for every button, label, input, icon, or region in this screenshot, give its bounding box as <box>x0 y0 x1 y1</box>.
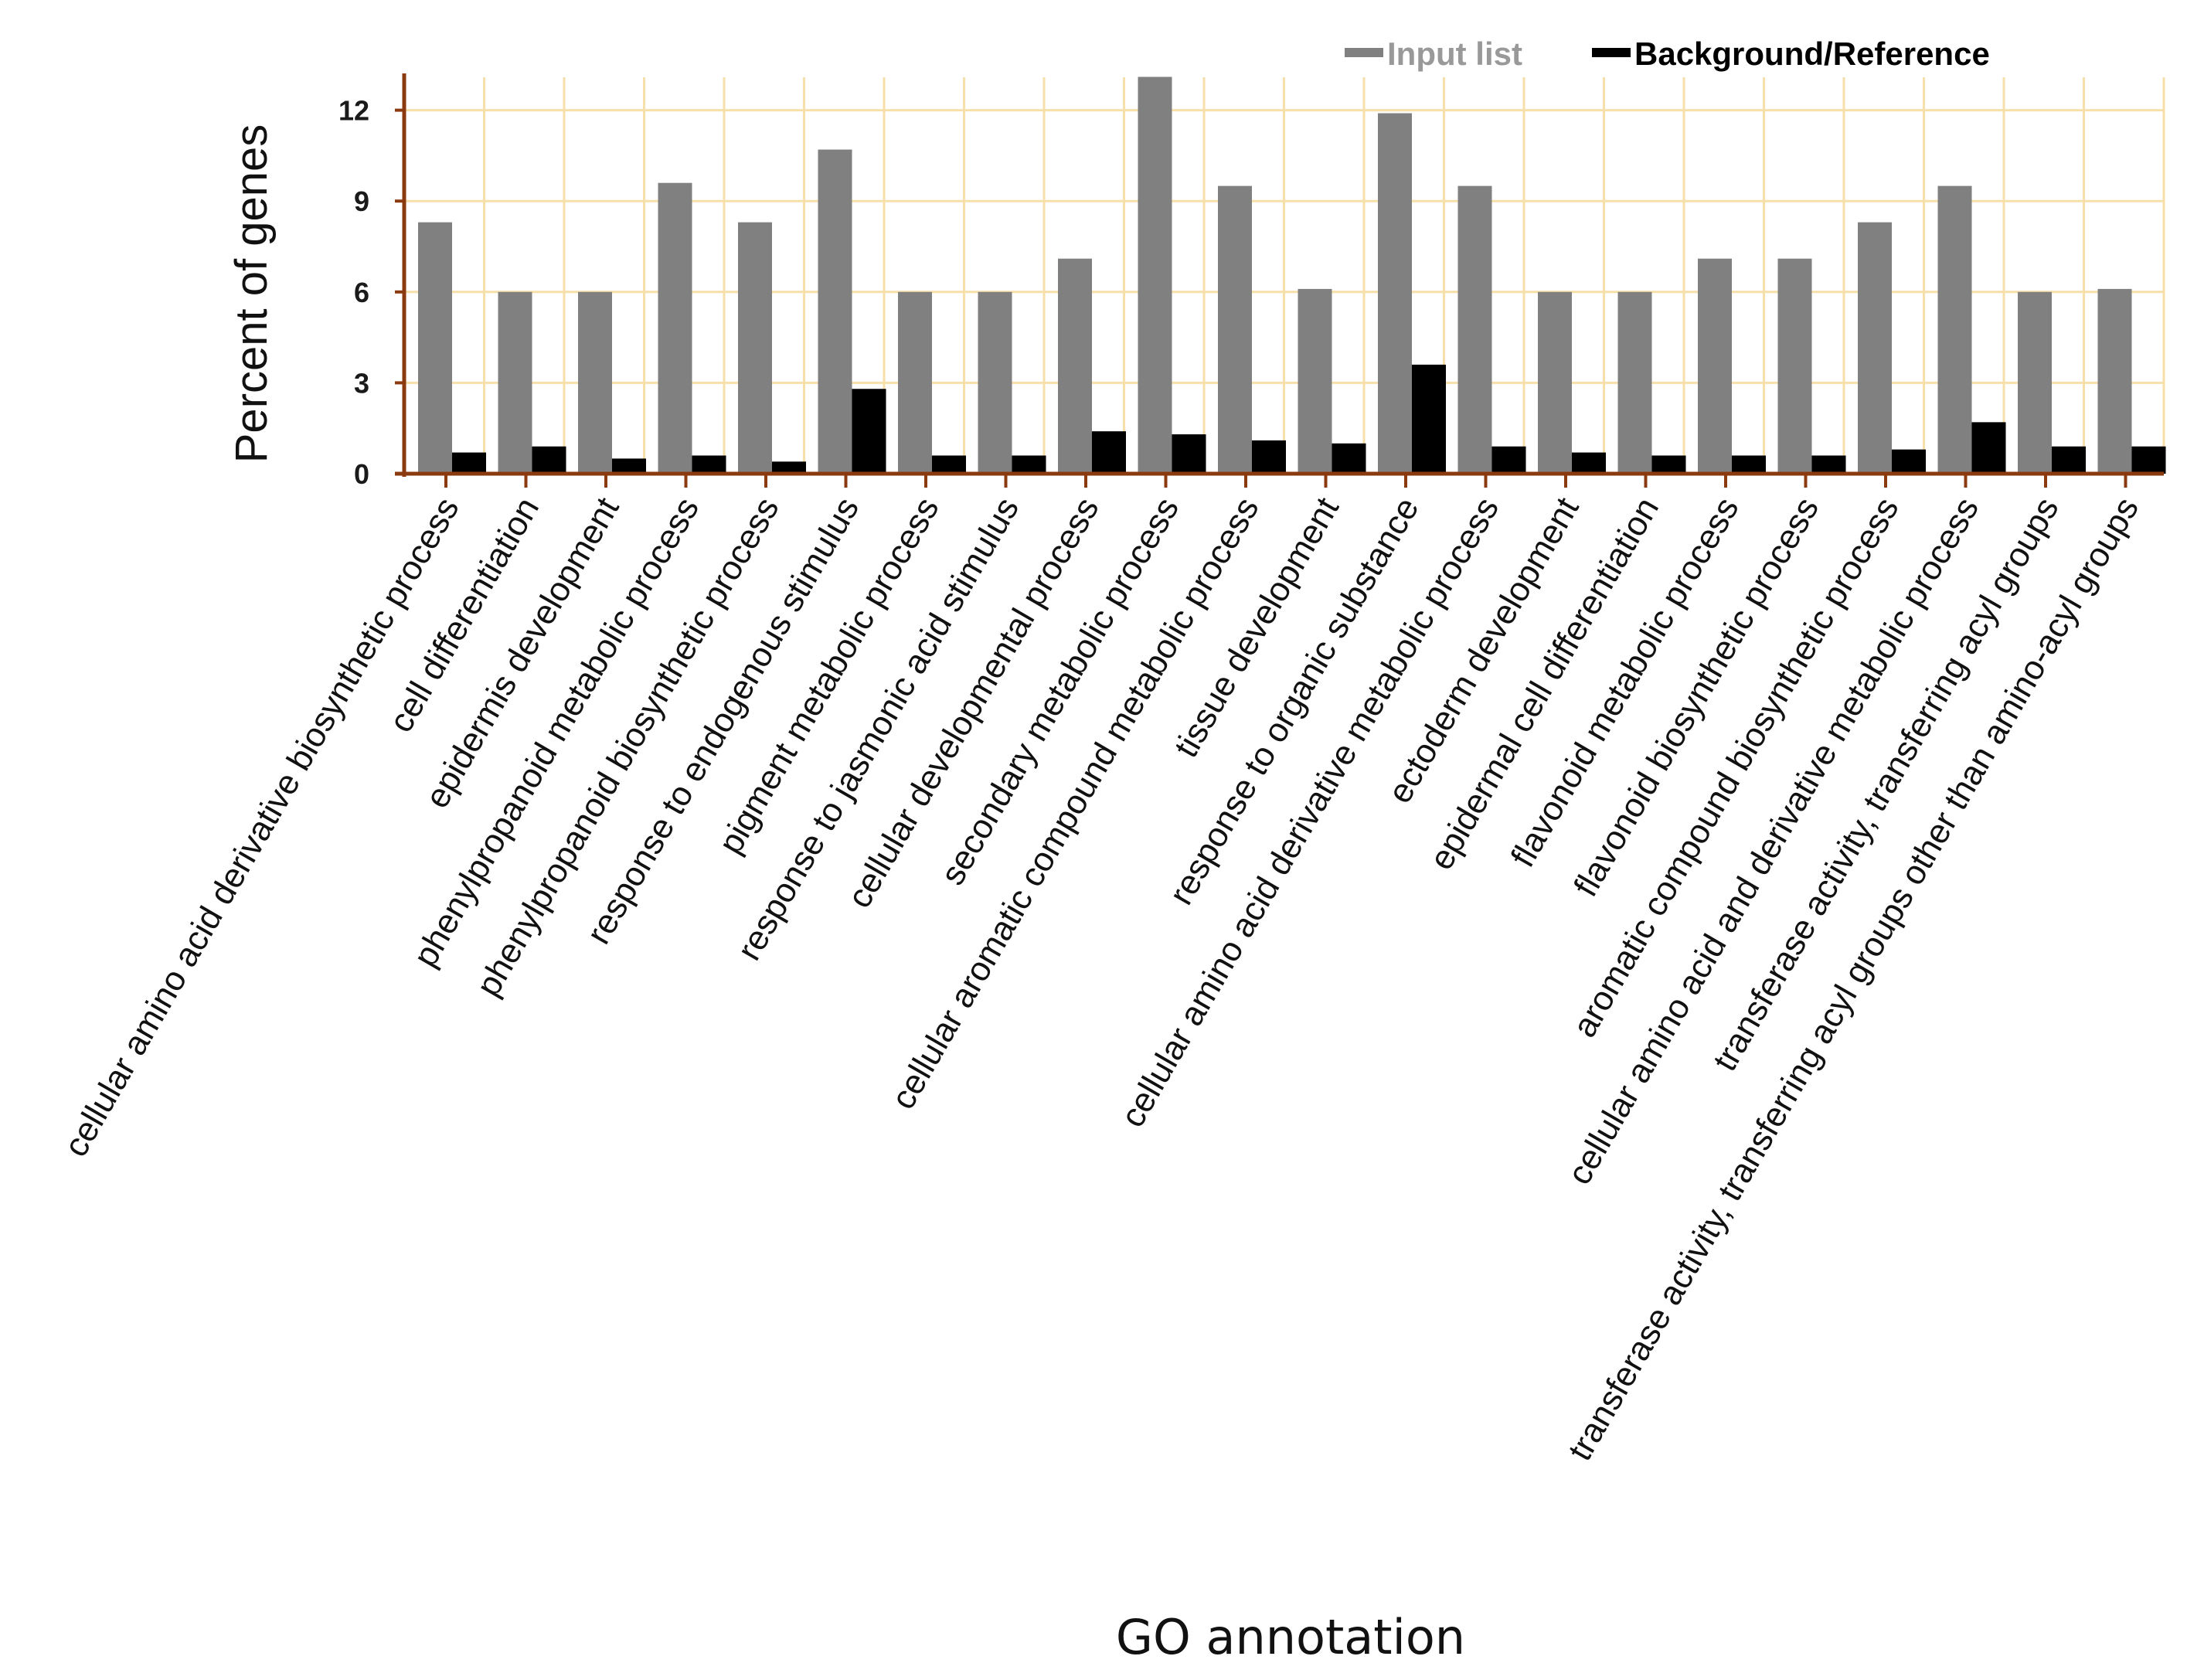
bar-input-list-1 <box>418 222 452 474</box>
bar-input-list-19 <box>1858 222 1892 474</box>
bar-background-reference-18 <box>1811 455 1846 474</box>
bar-input-list-8 <box>978 291 1012 474</box>
bar-background-reference-11 <box>1252 440 1286 474</box>
bar-input-list-15 <box>1538 291 1572 474</box>
bar-input-list-22 <box>2097 288 2132 474</box>
grid <box>403 77 2165 474</box>
bar-background-reference-22 <box>2131 446 2166 474</box>
bar-input-list-9 <box>1058 258 1092 474</box>
x-category-labels: cellular amino acid derivative biosynthe… <box>56 491 2146 1467</box>
legend-swatch-background-reference <box>1592 48 1631 57</box>
y-ticks: 0 3 6 9 12 <box>338 95 369 490</box>
x-category-label: cellular amino acid derivative biosynthe… <box>56 491 466 1164</box>
y-tick-label: 9 <box>354 185 369 217</box>
bar-input-list-4 <box>658 182 692 474</box>
bar-background-reference-6 <box>852 389 886 474</box>
legend-label-background-reference: Background/Reference <box>1634 36 1990 72</box>
bar-input-list-11 <box>1218 185 1252 474</box>
bar-input-list-18 <box>1777 258 1812 474</box>
bar-background-reference-2 <box>532 446 566 474</box>
bar-input-list-20 <box>1937 185 1972 474</box>
bar-input-list-7 <box>898 291 932 474</box>
bar-background-reference-10 <box>1172 434 1206 474</box>
bar-input-list-21 <box>2018 291 2052 474</box>
bars <box>418 77 2166 474</box>
bar-background-reference-3 <box>612 458 646 474</box>
bar-input-list-17 <box>1698 258 1732 474</box>
bar-background-reference-13 <box>1412 364 1446 474</box>
bar-input-list-2 <box>498 291 532 474</box>
bar-background-reference-7 <box>932 455 966 474</box>
bar-background-reference-17 <box>1732 455 1766 474</box>
bar-background-reference-21 <box>2052 446 2086 474</box>
bar-background-reference-15 <box>1572 452 1606 474</box>
bar-background-reference-20 <box>1971 422 2006 474</box>
bar-input-list-6 <box>818 149 852 474</box>
x-axis-label: GO annotation <box>1116 1609 1465 1665</box>
bar-background-reference-5 <box>772 461 806 474</box>
bar-background-reference-8 <box>1012 455 1046 474</box>
y-tick-label: 0 <box>354 458 369 490</box>
y-axis-label: Percent of genes <box>226 124 277 464</box>
bar-input-list-12 <box>1298 288 1332 474</box>
bar-input-list-13 <box>1378 113 1412 474</box>
bar-input-list-5 <box>738 222 772 474</box>
bar-background-reference-4 <box>692 455 726 474</box>
legend-swatch-input-list <box>1345 48 1383 57</box>
bar-input-list-3 <box>578 291 612 474</box>
bar-input-list-10 <box>1138 77 1172 474</box>
axes <box>395 73 2164 488</box>
y-tick-label: 3 <box>354 367 369 399</box>
y-tick-label: 12 <box>338 95 369 127</box>
bar-input-list-14 <box>1457 185 1492 474</box>
bar-background-reference-14 <box>1491 446 1526 474</box>
y-tick-label: 6 <box>354 277 369 308</box>
bar-background-reference-9 <box>1092 431 1126 474</box>
bar-input-list-16 <box>1617 291 1652 474</box>
legend: Input list Background/Reference <box>1345 36 1990 72</box>
bar-background-reference-19 <box>1892 449 1926 474</box>
legend-label-input-list: Input list <box>1387 36 1522 72</box>
bar-background-reference-16 <box>1651 455 1686 474</box>
x-category-label: phenylpropanoid biosynthetic process <box>469 491 787 1003</box>
bar-background-reference-12 <box>1332 443 1366 474</box>
bar-background-reference-1 <box>452 452 486 474</box>
